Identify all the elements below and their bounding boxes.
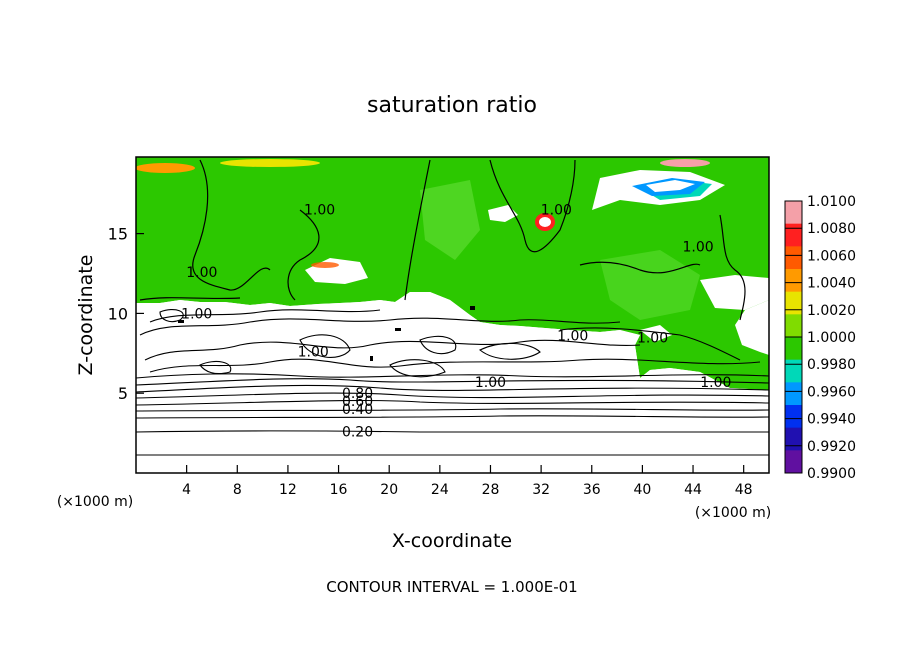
x-tick-label: 48 xyxy=(735,482,753,498)
colorbar-label: 0.9940 xyxy=(807,412,856,428)
x-tick-label: 8 xyxy=(233,482,242,498)
contour-label: 0.20 xyxy=(342,425,373,441)
x-tick-label: 12 xyxy=(279,482,297,498)
contour-label: 0.40 xyxy=(342,402,373,418)
x-tick-label: 28 xyxy=(482,482,500,498)
contour-label: 1.00 xyxy=(557,329,588,345)
colorbar-swatch xyxy=(785,314,802,338)
contour-label-layer: 0.20 0.400.600.80 1.00 1.00 1.00 1.00 1.00 1.00… xyxy=(181,203,731,441)
colorbar-label: 0.9960 xyxy=(807,384,856,400)
orange-strip xyxy=(136,163,195,173)
colorbar-swatch xyxy=(785,450,802,474)
x-tick-label: 32 xyxy=(532,482,550,498)
contour-label: 1.00 xyxy=(475,375,506,391)
colorbar-label: 1.0020 xyxy=(807,303,856,319)
contour-label: 1.00 xyxy=(541,203,572,219)
x-unit-right: (×1000 m) xyxy=(695,505,771,521)
x-tick-label: 4 xyxy=(182,482,191,498)
contour-label: 1.00 xyxy=(637,330,668,346)
x-tick-label: 16 xyxy=(330,482,348,498)
contour-label: 1.00 xyxy=(700,375,731,391)
contour-interval-footer: CONTOUR INTERVAL = 1.000E-01 xyxy=(326,578,577,596)
colorbar-label: 1.0000 xyxy=(807,330,856,346)
x-tick-label: 20 xyxy=(380,482,398,498)
colorbar-swatch xyxy=(785,269,802,293)
colorbar-label: 0.9900 xyxy=(807,466,856,482)
colorbar-label: 1.0060 xyxy=(807,248,856,264)
x-axis-ticks: 4 8 12 16 20 24 28 32 36 40 44 48 xyxy=(182,465,753,498)
colorbar-swatch xyxy=(785,291,802,315)
colorbar-label: 1.0080 xyxy=(807,221,856,237)
colorbar-swatch xyxy=(785,246,802,270)
x-tick-label: 36 xyxy=(583,482,601,498)
colorbar-swatch xyxy=(785,382,802,406)
contour-lines-lower xyxy=(136,309,769,456)
colorbar: 1.0100 1.0080 1.0060 1.0040 1.0020 1.0000 0.99… xyxy=(784,194,856,482)
white-patch xyxy=(640,325,672,342)
colorbar-swatch xyxy=(785,405,802,429)
pink-strip xyxy=(660,159,710,167)
plot-area: 0.20 0.400.600.80 1.00 1.00 1.00 1.00 1.00 1.00… xyxy=(135,156,770,474)
contour-label: 1.00 xyxy=(683,239,714,255)
y-tick-label: 5 xyxy=(118,384,128,403)
chart-title: saturation ratio xyxy=(367,93,537,118)
colorbar-swatch xyxy=(785,201,802,225)
colorbar-label: 0.9920 xyxy=(807,439,856,455)
y-tick-label: 10 xyxy=(108,304,128,323)
white-core xyxy=(646,180,695,192)
colorbar-swatch xyxy=(785,223,802,247)
contour-label: 1.00 xyxy=(186,265,217,281)
y-tick-label: 15 xyxy=(108,225,128,244)
yellow-strip xyxy=(220,159,320,167)
contour-label: 1.00 xyxy=(181,306,212,322)
colorbar-label: 1.0100 xyxy=(807,194,856,210)
contour-dots xyxy=(178,306,475,361)
white-patch xyxy=(700,275,769,310)
contour-label: 0.80 xyxy=(342,386,373,402)
x-unit-left: (×1000 m) xyxy=(57,494,133,510)
white-lower-region xyxy=(136,292,769,473)
x-tick-label: 40 xyxy=(633,482,651,498)
x-tick-label: 24 xyxy=(431,482,449,498)
contour-lines-upper xyxy=(139,159,746,321)
yellow-spot xyxy=(539,217,551,227)
white-patch xyxy=(488,205,518,222)
x-axis-label: X-coordinate xyxy=(392,530,512,552)
plot-frame xyxy=(135,156,770,474)
green-patch xyxy=(600,250,700,320)
colorbar-swatch xyxy=(785,427,802,451)
colorbar-label: 0.9980 xyxy=(807,357,856,373)
green-patch xyxy=(420,180,480,260)
contour-label: 0.60 xyxy=(342,394,373,410)
red-spot xyxy=(311,262,339,268)
green-field xyxy=(136,157,769,390)
y-axis-label: Z-coordinate xyxy=(75,255,97,376)
contour-label: 1.00 xyxy=(298,345,329,361)
colorbar-swatch xyxy=(785,359,802,383)
colorbar-label: 1.0040 xyxy=(807,276,856,292)
x-tick-label: 44 xyxy=(684,482,702,498)
colorbar-swatch xyxy=(785,337,802,361)
contour-label: 1.00 xyxy=(304,203,335,219)
y-axis-ticks: 5 10 15 xyxy=(108,225,144,403)
